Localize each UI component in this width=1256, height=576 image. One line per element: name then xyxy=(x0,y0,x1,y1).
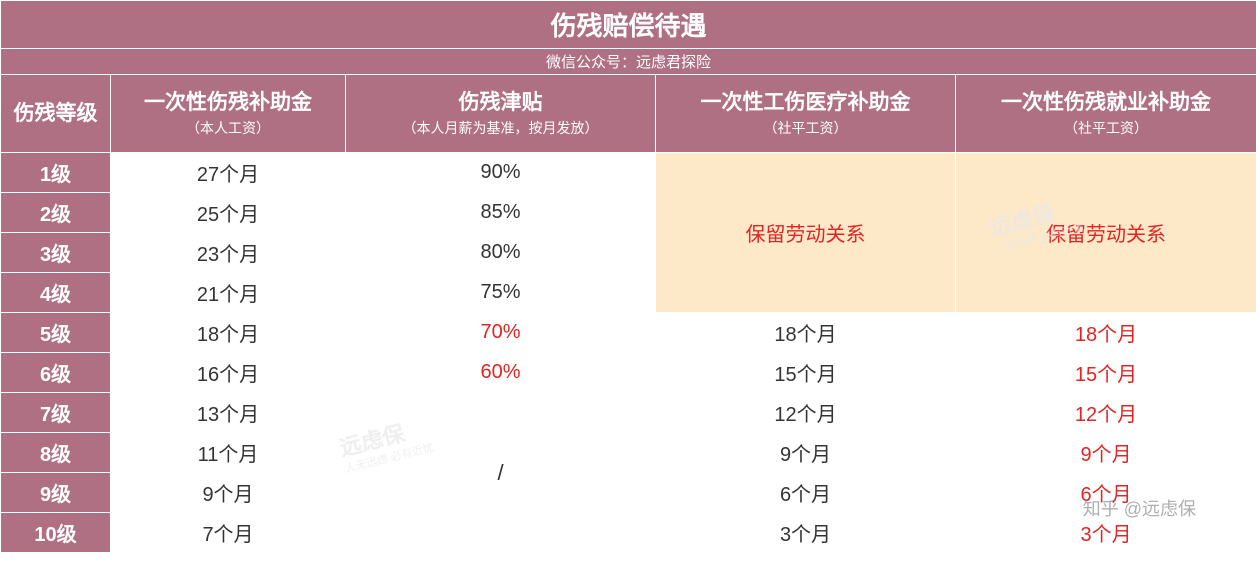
allowance-cell: 80% xyxy=(346,233,656,273)
employment-cell: 6个月 xyxy=(956,473,1256,513)
employment-cell: 12个月 xyxy=(956,393,1256,433)
subtitle-row: 微信公众号：远虑君探险 xyxy=(1,49,1256,75)
level-cell: 9级 xyxy=(1,473,111,513)
lump-cell: 9个月 xyxy=(111,473,346,513)
col-header-level: 伤残等级 xyxy=(1,75,111,153)
medical-cell: 18个月 xyxy=(656,313,956,353)
col-header-employment: 一次性伤残就业补助金 （社平工资） xyxy=(956,75,1256,153)
medical-cell: 15个月 xyxy=(656,353,956,393)
level-cell: 5级 xyxy=(1,313,111,353)
level-cell: 3级 xyxy=(1,233,111,273)
header-row: 伤残等级 一次性伤残补助金 （本人工资） 伤残津贴 （本人月薪为基准，按月发放）… xyxy=(1,75,1256,153)
table-row: 5级 18个月 70% 18个月 18个月 xyxy=(1,313,1256,353)
title-row: 伤残赔偿待遇 xyxy=(1,1,1256,49)
table-subtitle: 微信公众号：远虑君探险 xyxy=(1,49,1256,75)
allowance-cell: 60% xyxy=(346,353,656,393)
level-cell: 2级 xyxy=(1,193,111,233)
lump-cell: 16个月 xyxy=(111,353,346,393)
level-cell: 4级 xyxy=(1,273,111,313)
employment-cell: 18个月 xyxy=(956,313,1256,353)
employment-cell: 9个月 xyxy=(956,433,1256,473)
lump-cell: 23个月 xyxy=(111,233,346,273)
table-title: 伤残赔偿待遇 xyxy=(1,1,1256,49)
lump-cell: 13个月 xyxy=(111,393,346,433)
level-cell: 1级 xyxy=(1,153,111,193)
col-header-lump: 一次性伤残补助金 （本人工资） xyxy=(111,75,346,153)
lump-cell: 11个月 xyxy=(111,433,346,473)
allowance-cell: 75% xyxy=(346,273,656,313)
col-header-allowance: 伤残津贴 （本人月薪为基准，按月发放） xyxy=(346,75,656,153)
table-container: 远虑保人无远虑 必有近忧 远虑保人无远虑 必有近忧 伤残赔偿待遇 微信公众号：远… xyxy=(0,0,1256,553)
medical-cell: 6个月 xyxy=(656,473,956,513)
level-cell: 7级 xyxy=(1,393,111,433)
allowance-slash: / xyxy=(346,393,656,553)
allowance-cell: 85% xyxy=(346,193,656,233)
lump-cell: 18个月 xyxy=(111,313,346,353)
level-cell: 10级 xyxy=(1,513,111,553)
medical-cell: 12个月 xyxy=(656,393,956,433)
merged-medical-note: 保留劳动关系 xyxy=(656,153,956,313)
level-cell: 8级 xyxy=(1,433,111,473)
employment-cell: 3个月 xyxy=(956,513,1256,553)
medical-cell: 9个月 xyxy=(656,433,956,473)
allowance-cell: 90% xyxy=(346,153,656,193)
table-row: 7级 13个月 / 12个月 12个月 xyxy=(1,393,1256,433)
level-cell: 6级 xyxy=(1,353,111,393)
table-row: 1级 27个月 90% 保留劳动关系 保留劳动关系 xyxy=(1,153,1256,193)
lump-cell: 7个月 xyxy=(111,513,346,553)
lump-cell: 27个月 xyxy=(111,153,346,193)
col-header-medical: 一次性工伤医疗补助金 （社平工资） xyxy=(656,75,956,153)
merged-employment-note: 保留劳动关系 xyxy=(956,153,1256,313)
compensation-table: 伤残赔偿待遇 微信公众号：远虑君探险 伤残等级 一次性伤残补助金 （本人工资） … xyxy=(0,0,1256,553)
table-row: 6级 16个月 60% 15个月 15个月 xyxy=(1,353,1256,393)
allowance-cell: 70% xyxy=(346,313,656,353)
lump-cell: 21个月 xyxy=(111,273,346,313)
employment-cell: 15个月 xyxy=(956,353,1256,393)
medical-cell: 3个月 xyxy=(656,513,956,553)
lump-cell: 25个月 xyxy=(111,193,346,233)
